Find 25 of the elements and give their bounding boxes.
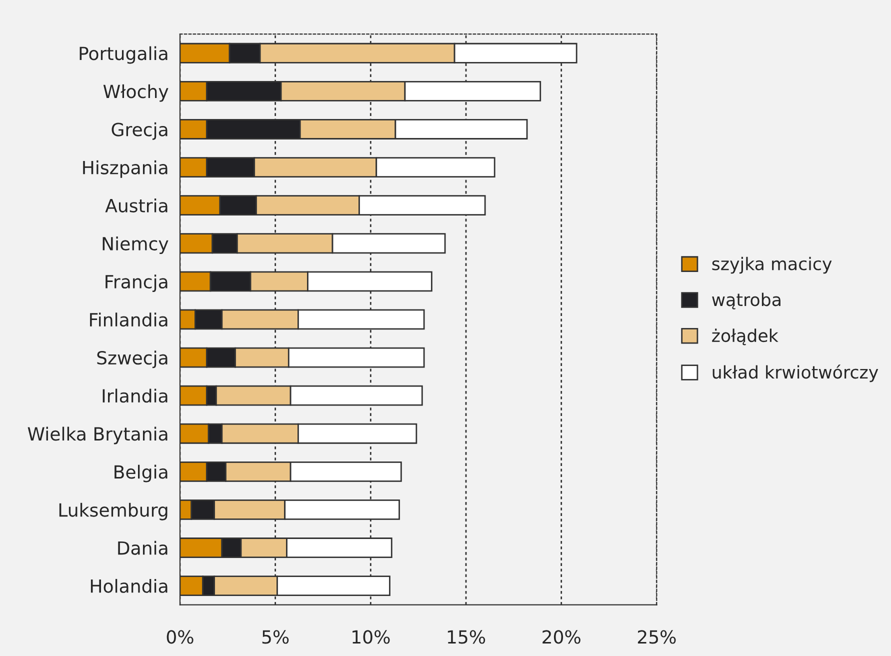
- y-tick-label: Luksemburg: [59, 502, 168, 520]
- x-tick-label: 10%: [352, 630, 390, 644]
- x-tick-label: 25%: [638, 630, 676, 644]
- x-tick-label: 20%: [542, 630, 580, 644]
- y-tick-label: Włochy: [103, 84, 168, 102]
- legend-label: żołądek: [712, 328, 778, 346]
- y-tick-label: Holandia: [90, 578, 168, 593]
- y-tick-label: Austria: [105, 198, 168, 212]
- y-tick-label: Wielka Brytania: [28, 426, 168, 444]
- y-tick-label: Szwecja: [97, 350, 168, 368]
- legend-label: szyjka macicy: [712, 256, 832, 274]
- y-tick-label: Dania: [118, 540, 168, 555]
- y-tick-label: Belgia: [114, 464, 168, 482]
- y-tick-label: Francja: [106, 274, 168, 292]
- y-tick-label: Grecja: [112, 122, 168, 140]
- y-tick-label: Irlandia: [102, 388, 168, 403]
- x-tick-label: 15%: [448, 630, 486, 644]
- x-tick-label: 0%: [166, 630, 194, 644]
- legend-label: wątroba: [712, 292, 780, 310]
- x-tick-label: 5%: [262, 630, 289, 644]
- y-tick-label: Portugalia: [80, 46, 168, 64]
- y-tick-label: Finlandia: [90, 312, 168, 327]
- y-tick-label: Hiszpania: [83, 160, 168, 178]
- y-tick-label: Niemcy: [102, 236, 168, 254]
- legend-label: układ krwiotwórczy: [712, 364, 878, 382]
